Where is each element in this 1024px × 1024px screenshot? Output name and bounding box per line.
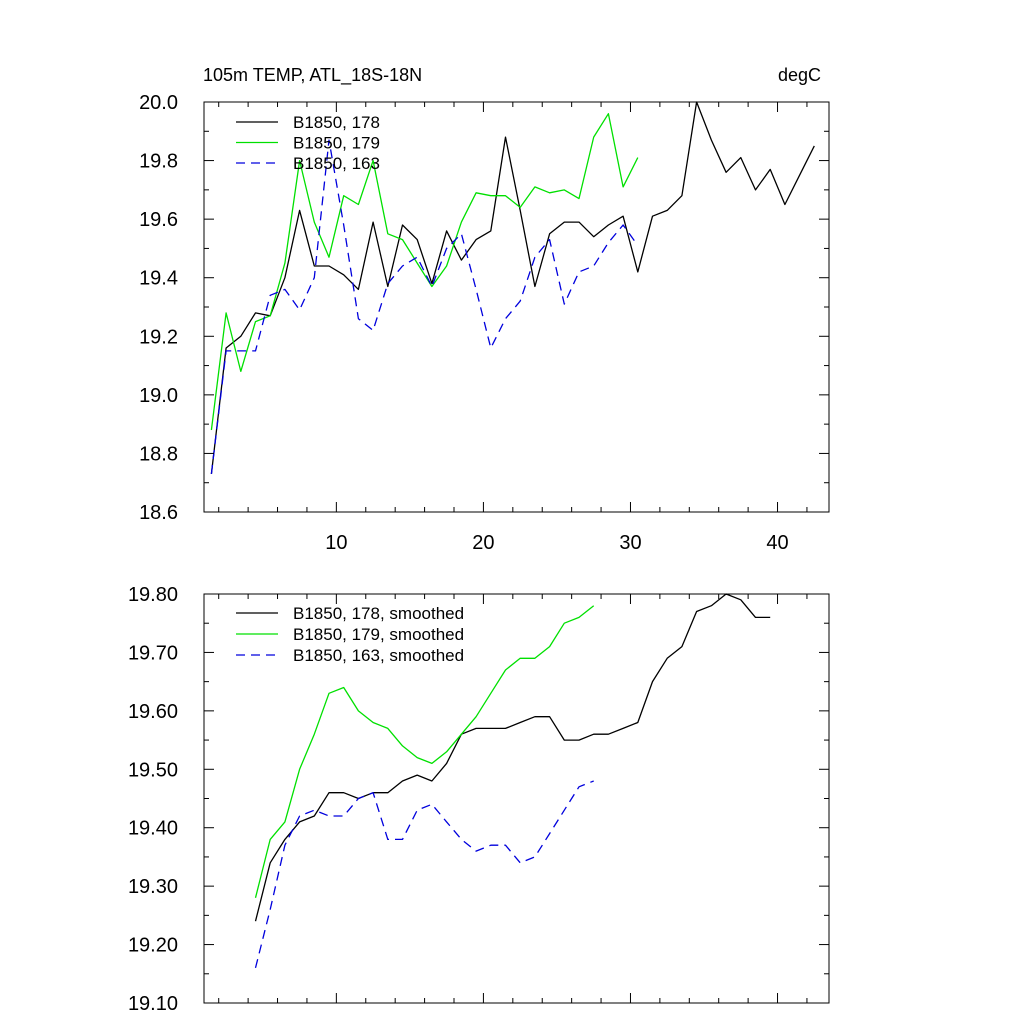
bottom-series-line-3 <box>254 780 594 969</box>
top-series-line-1 <box>210 101 815 474</box>
top-y-tick-label: 19.6 <box>139 209 178 231</box>
bottom-series-layer <box>254 593 771 969</box>
bottom-chart-panel: 19.10 19.20 19.30 19.40 19.50 19.60 19.70 19.80… <box>128 584 830 1015</box>
top-series-line-2 <box>210 113 639 431</box>
top-chart-title: 105m TEMP, ATL_18S-18N <box>203 65 422 86</box>
top-x-tick-label: 30 <box>619 532 641 554</box>
bottom-y-tick-label: 19.40 <box>128 818 178 840</box>
top-chart-panel: 10 20 30 40 18.6 18.8 19.0 19.2 19.4 19.6 19.8 20.0… <box>139 65 830 554</box>
bottom-y-tick-label: 19.60 <box>128 701 178 723</box>
top-x-tick-label: 10 <box>325 532 347 554</box>
bottom-series-line-2 <box>254 605 595 898</box>
bottom-legend: B1850, 178, smoothed B1850, 179, smoothed… <box>236 604 464 665</box>
top-chart-units: degC <box>778 65 821 85</box>
top-series-layer <box>210 101 815 474</box>
bottom-series-line-1 <box>254 593 771 922</box>
top-y-tick-label: 18.6 <box>139 502 178 524</box>
top-series-line-3 <box>210 139 639 474</box>
top-y-tick-label: 18.8 <box>139 443 178 465</box>
top-legend-label-1: B1850, 178 <box>293 113 380 132</box>
top-ticks-layer: 10 20 30 40 18.6 18.8 19.0 19.2 19.4 19.6 19.8 20.0 <box>139 92 829 554</box>
bottom-y-tick-label: 19.50 <box>128 759 178 781</box>
bottom-legend-label-2: B1850, 179, smoothed <box>293 625 464 644</box>
bottom-y-tick-label: 19.80 <box>128 584 178 606</box>
bottom-y-tick-label: 19.20 <box>128 935 178 957</box>
top-legend-label-2: B1850, 179 <box>293 134 380 153</box>
bottom-y-tick-label: 19.30 <box>128 876 178 898</box>
top-x-tick-label: 40 <box>766 532 788 554</box>
top-y-tick-label: 19.2 <box>139 326 178 348</box>
bottom-legend-label-1: B1850, 178, smoothed <box>293 604 464 623</box>
top-legend-label-3: B1850, 163 <box>293 154 380 173</box>
bottom-y-tick-label: 19.10 <box>128 993 178 1015</box>
bottom-y-tick-label: 19.70 <box>128 642 178 664</box>
bottom-ticks-layer: 19.10 19.20 19.30 19.40 19.50 19.60 19.70 19.80 <box>128 584 829 1015</box>
top-x-tick-label: 20 <box>472 532 494 554</box>
bottom-legend-label-3: B1850, 163, smoothed <box>293 646 464 665</box>
top-y-tick-label: 19.8 <box>139 151 178 173</box>
top-y-tick-label: 20.0 <box>139 92 178 114</box>
top-y-tick-label: 19.0 <box>139 385 178 407</box>
top-y-tick-label: 19.4 <box>139 268 178 290</box>
